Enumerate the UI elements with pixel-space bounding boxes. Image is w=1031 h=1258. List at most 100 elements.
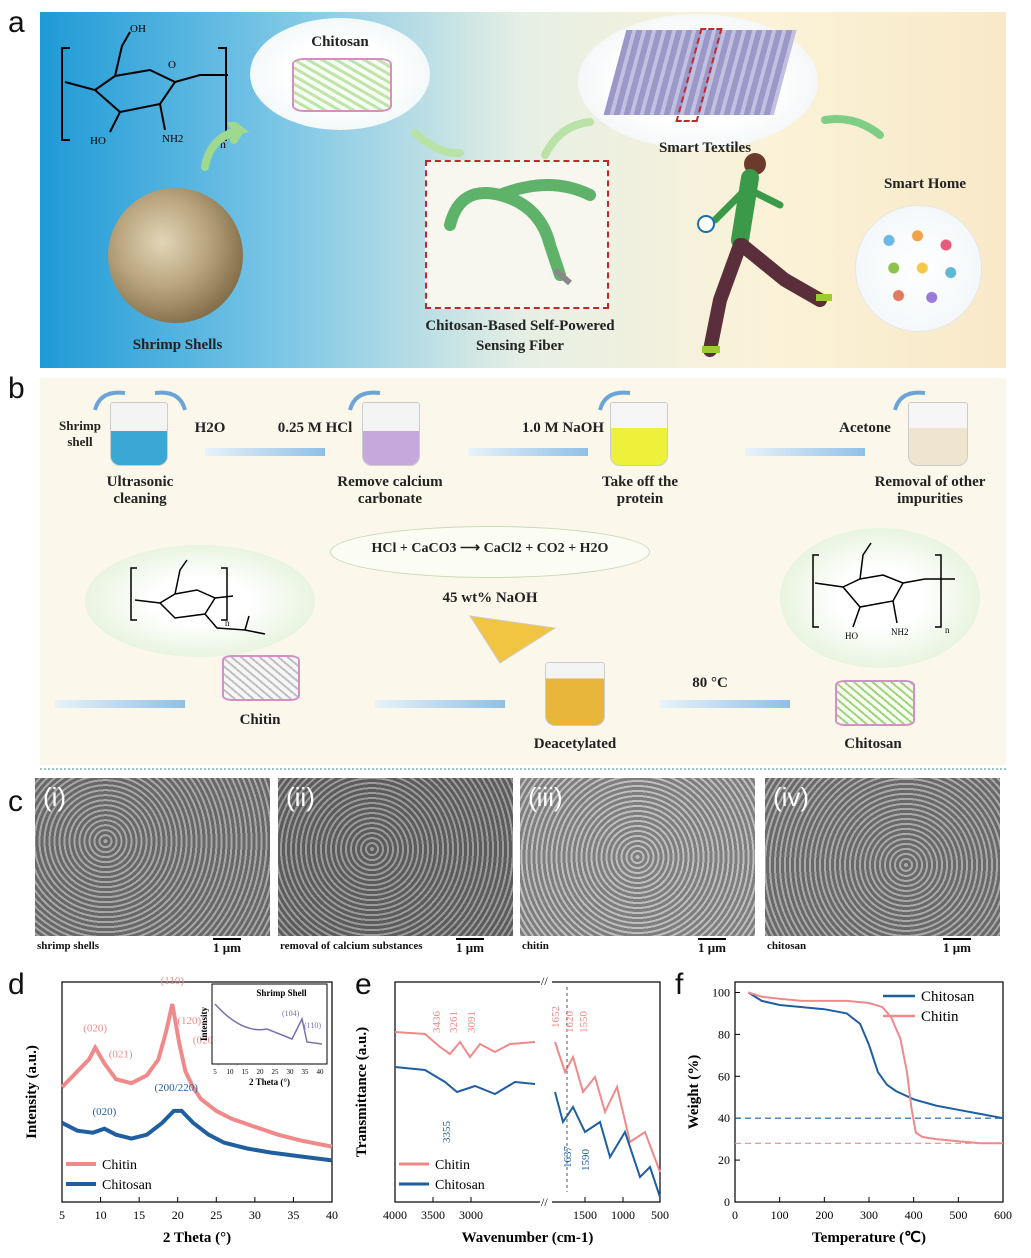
beaker-hcl [362, 402, 420, 466]
x-tick-label: 1000 [611, 1208, 635, 1222]
series-line-chitosan [747, 991, 1004, 1120]
sem-caption: chitin [522, 940, 549, 952]
flow-arrow-5 [375, 700, 505, 708]
plot-frame [61, 981, 333, 1203]
chitosan-molecule-b: HO NH2 n [812, 542, 955, 641]
fiber-label-line2: Sensing Fiber [476, 338, 564, 354]
sem-caption: removal of calcium substances [280, 940, 423, 952]
chitosan-molecule-a: OH O HO NH2 n [61, 23, 228, 151]
arrow-icon-a2 [411, 129, 464, 158]
annotation-chitin: (120) [177, 1015, 201, 1027]
chitin-bubble [85, 545, 315, 657]
flow-arrow-1 [205, 448, 325, 456]
legend-label-chitosan: Chitosan [921, 989, 975, 1005]
inset-series-line [214, 1003, 323, 1045]
y-tick-label: 40 [718, 1111, 730, 1125]
series-line-chitin [394, 1031, 661, 1173]
inset-title: Shrimp Shell [256, 988, 307, 998]
series-line-chitin [60, 1003, 333, 1149]
inset-x-tick-label: 25 [272, 1068, 280, 1076]
flow-arrow-6 [660, 700, 790, 708]
chitosan-label-a: Chitosan [311, 34, 369, 50]
flow-arrow-3 [745, 448, 865, 456]
y-tick-label: 60 [718, 1069, 730, 1083]
mol-oh-label: OH [130, 23, 146, 35]
arrow-icon-a3 [541, 118, 594, 159]
stir-arrow-icon-1 [93, 390, 126, 411]
stir-arrow-icon-2 [154, 390, 187, 411]
x-tick-label: 5 [59, 1208, 65, 1222]
panel-label-d: d [8, 968, 25, 1001]
mol-o-label: O [168, 59, 176, 71]
annotation-chitin: 1550 [578, 1011, 590, 1034]
legend-label-chitosan: Chitosan [435, 1178, 485, 1193]
y-axis-label: Weight (%) [686, 1055, 702, 1130]
x-tick-label: 1500 [573, 1208, 597, 1222]
annotation-chitosan: (200/220) [154, 1082, 198, 1094]
axis-break-gap [540, 978, 552, 1206]
scale-bar-label: 1 μm [943, 938, 971, 955]
chitosan-label-b: Chitosan [844, 736, 902, 752]
x-tick-label: 400 [905, 1208, 923, 1222]
svg-text:NH2: NH2 [891, 627, 909, 637]
annotation-chitosan: 1590 [580, 1149, 592, 1172]
y-tick-label: 20 [718, 1153, 730, 1167]
inset-annotation: (110) [304, 1021, 321, 1030]
x-tick-label: 200 [815, 1208, 833, 1222]
shrimp-shells-image [108, 188, 243, 323]
sem-roman-label: (iv) [773, 782, 810, 812]
deacetylated-label: Deacetylated [533, 736, 617, 752]
smart-home-icons [870, 222, 965, 314]
arrow-icon-a1 [201, 122, 250, 171]
temp-label: 80 °C [692, 675, 728, 691]
svg-text:HO: HO [845, 631, 858, 641]
divider-line [40, 768, 1006, 770]
equation-label: HCl + CaCO3 ⟶ CaCl2 + CO2 + H2O [371, 541, 609, 556]
legend-label-chitosan: Chitosan [102, 1178, 152, 1193]
series-line-chitosan [394, 1066, 661, 1198]
plot-frame [734, 981, 1004, 1203]
inset-x-tick-label: 15 [242, 1068, 250, 1076]
y-tick-label: 0 [724, 1195, 730, 1209]
series-line-chitin [748, 991, 1003, 1145]
beaker-naoh [610, 402, 668, 466]
svg-text:n: n [225, 618, 230, 628]
sem-image-3 [520, 778, 755, 936]
sensing-fiber-icon [444, 179, 596, 286]
flask-icon [468, 615, 557, 664]
x-tick-label: 20 [172, 1208, 184, 1222]
panel-label-b: b [8, 372, 25, 405]
chitin-label-b: Chitin [239, 712, 281, 728]
inset-annotation: (104) [282, 1009, 300, 1018]
y-axis-label: Intensity (a.u.) [24, 1045, 40, 1139]
x-tick-label: 30 [249, 1208, 261, 1222]
fiber-label-line1: Chitosan-Based Self-Powered [425, 318, 615, 334]
annotation-chitosan: (020) [93, 1106, 117, 1118]
step2-label: Remove calcium carbonate [337, 474, 443, 507]
y-tick-label: 80 [718, 1027, 730, 1041]
mol-nh2-label: NH2 [162, 133, 183, 145]
annotation-chitin: (021) [109, 1048, 133, 1060]
runner-figure [702, 153, 832, 357]
scale-bar-label: 1 μm [213, 938, 241, 955]
step4-label: Removal of other impurities [874, 474, 986, 507]
flow-arrow-4 [55, 700, 185, 708]
arrow-icon-a4 [821, 115, 884, 139]
beaker-acetone [908, 402, 968, 466]
x-tick-label: 500 [651, 1208, 669, 1222]
annotation-chitin: 1620 [564, 1011, 576, 1034]
naoh-label: 1.0 M NaOH [521, 420, 605, 436]
acetone-label: Acetone [839, 420, 891, 436]
step1-label: Ultrasonic cleaning [106, 474, 174, 507]
x-tick-label: 500 [949, 1208, 967, 1222]
x-axis-label: 2 Theta (°) [163, 1230, 231, 1246]
x-tick-label: 15 [133, 1208, 145, 1222]
x-axis-label: Temperature (℃) [812, 1230, 926, 1246]
flow-arrow-2 [468, 448, 588, 456]
naoh45-label: 45 wt% NaOH [442, 590, 538, 606]
beaker-deacetylated [545, 662, 605, 726]
series-line-chitosan [61, 1108, 333, 1163]
stir-arrow-icon-4 [598, 390, 631, 411]
x-tick-label: 25 [210, 1208, 222, 1222]
hcl-label: 0.25 M HCl [277, 420, 353, 436]
